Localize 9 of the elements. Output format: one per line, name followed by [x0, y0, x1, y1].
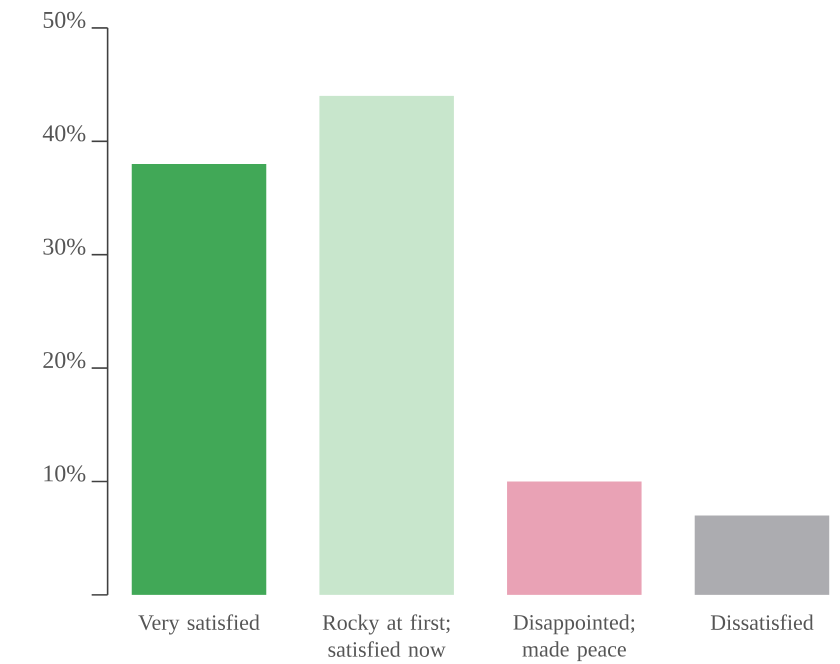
x-tick-label: Dissatisfied — [710, 614, 814, 630]
y-tick-label: 40% — [42, 125, 86, 142]
x-tick-label: Rocky at first; satisfied now — [322, 614, 450, 657]
y-tick-label: 50% — [44, 12, 86, 28]
y-tick-label: 10% — [44, 465, 86, 482]
y-tick-label: 30% — [43, 238, 86, 255]
y-tick-label: 20% — [43, 352, 86, 368]
x-tick-label: Very satisfied — [138, 614, 260, 634]
x-tick-label: Disappointed; made peace — [513, 614, 634, 661]
